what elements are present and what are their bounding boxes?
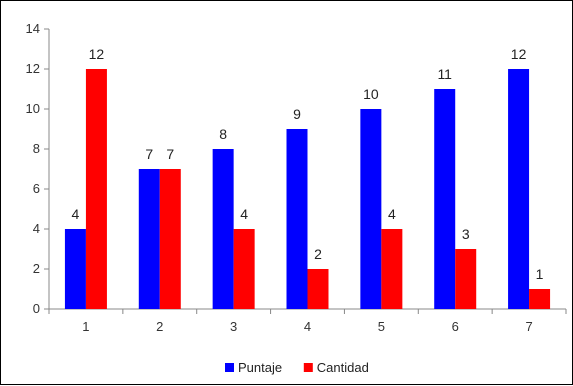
y-tick-label: 0 <box>33 301 40 316</box>
data-label-puntaje: 12 <box>511 46 527 62</box>
x-tick-label: 2 <box>156 319 163 334</box>
y-tick-label: 4 <box>33 221 40 236</box>
data-label-puntaje: 7 <box>145 146 153 162</box>
y-tick-label: 14 <box>26 21 40 36</box>
legend-label-puntaje: Puntaje <box>238 360 282 375</box>
bar-puntaje <box>434 89 456 309</box>
data-label-cantidad: 12 <box>89 46 105 62</box>
bar-cantidad <box>159 169 181 309</box>
data-label-cantidad: 3 <box>462 226 470 242</box>
y-tick-label: 2 <box>33 261 40 276</box>
y-tick-label: 12 <box>26 61 40 76</box>
bar-cantidad <box>85 69 107 309</box>
data-label-puntaje: 9 <box>293 106 301 122</box>
data-label-cantidad: 4 <box>388 206 396 222</box>
bar-cantidad <box>307 269 329 309</box>
legend: Puntaje Cantidad <box>225 360 369 375</box>
data-label-cantidad: 2 <box>314 246 322 262</box>
data-label-cantidad: 4 <box>240 206 248 222</box>
data-label-cantidad: 1 <box>536 266 544 282</box>
bar-puntaje <box>64 229 86 309</box>
bar-puntaje <box>286 129 308 309</box>
x-tick-label: 5 <box>378 319 385 334</box>
bar-puntaje <box>360 109 382 309</box>
y-tick-label: 6 <box>33 181 40 196</box>
legend-swatch-cantidad <box>303 363 313 372</box>
data-label-cantidad: 7 <box>166 146 174 162</box>
data-label-puntaje: 11 <box>437 66 452 82</box>
x-tick-label: 3 <box>230 319 237 334</box>
bar-puntaje <box>508 69 530 309</box>
x-tick-label: 4 <box>304 319 311 334</box>
x-tick-label: 7 <box>525 319 532 334</box>
bar-cantidad <box>233 229 255 309</box>
bar-cantidad <box>455 249 477 309</box>
bar-cantidad <box>381 229 403 309</box>
bar-puntaje <box>138 169 160 309</box>
legend-swatch-puntaje <box>225 363 234 372</box>
x-tick-label: 1 <box>82 319 89 334</box>
y-tick-label: 8 <box>33 141 40 156</box>
data-label-puntaje: 8 <box>219 126 227 142</box>
bar-cantidad <box>529 289 551 309</box>
y-tick-label: 10 <box>26 101 40 116</box>
bar-puntaje <box>212 149 234 309</box>
x-tick-label: 6 <box>452 319 459 334</box>
data-label-puntaje: 10 <box>363 86 379 102</box>
legend-label-cantidad: Cantidad <box>317 360 369 375</box>
data-label-puntaje: 4 <box>72 206 80 222</box>
